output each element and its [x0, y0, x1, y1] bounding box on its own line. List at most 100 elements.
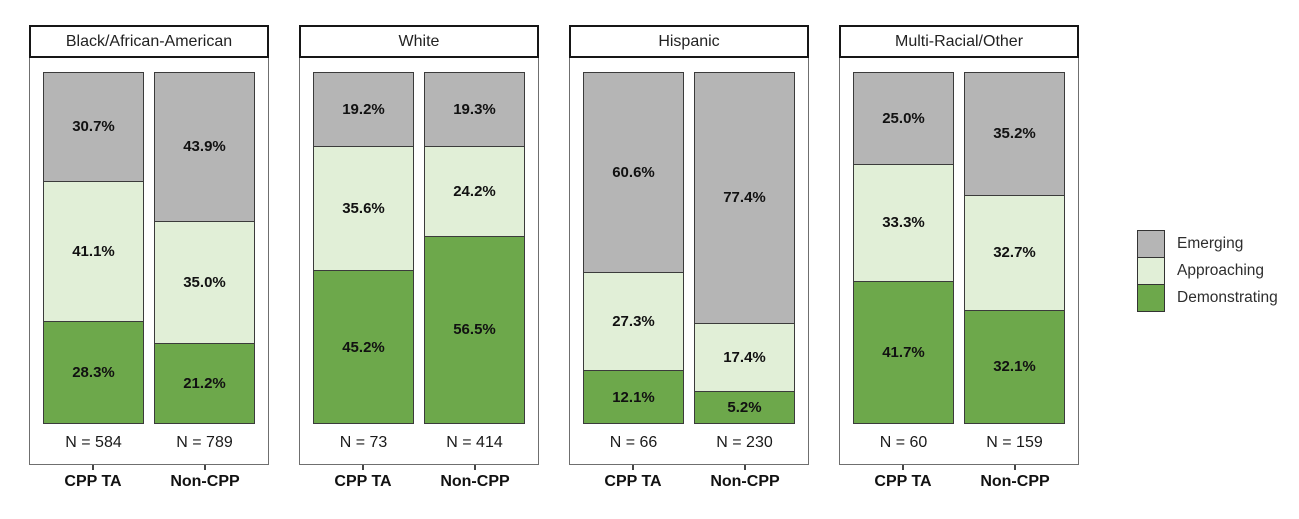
stacked-bar-non-cpp: 19.3% 24.2% 56.5% — [424, 72, 525, 424]
segment-value-label: 41.7% — [882, 343, 925, 361]
stacked-bar-non-cpp: 35.2% 32.7% 32.1% — [964, 72, 1065, 424]
facet-black-african-american: Black/African-American 30.7% 41.1% 28.3%… — [29, 25, 269, 491]
axis-label: CPP TA — [64, 473, 122, 490]
sample-size-label: N = 414 — [446, 434, 503, 451]
segment-emerging: 19.2% — [314, 73, 413, 147]
axis-label: CPP TA — [334, 473, 392, 490]
segment-value-label: 32.7% — [993, 244, 1036, 262]
segment-value-label: 35.6% — [342, 200, 385, 218]
axis-group-non-cpp: Non-CPP — [424, 465, 526, 491]
stacked-bar-cpp-ta: 19.2% 35.6% 45.2% — [313, 72, 414, 424]
legend: Emerging Approaching Demonstrating — [1137, 230, 1278, 312]
legend-item-emerging: Emerging — [1137, 230, 1278, 258]
segment-value-label: 19.2% — [342, 101, 385, 119]
legend-swatch-demonstrating — [1137, 284, 1165, 312]
axis-group-non-cpp: Non-CPP — [154, 465, 256, 491]
x-axis: CPP TA Non-CPP — [569, 465, 809, 491]
segment-emerging: 35.2% — [965, 73, 1064, 195]
axis-tick — [1014, 465, 1016, 470]
axis-group-cpp-ta: CPP TA — [312, 465, 414, 491]
axis-tick — [744, 465, 746, 470]
segment-demonstrating: 28.3% — [44, 321, 143, 423]
segment-value-label: 25.0% — [882, 109, 925, 127]
chart-row: Black/African-American 30.7% 41.1% 28.3%… — [29, 25, 1278, 491]
stacked-bar-non-cpp: 43.9% 35.0% 21.2% — [154, 72, 255, 424]
stacked-bar-non-cpp: 77.4% 17.4% 5.2% — [694, 72, 795, 424]
legend-label: Emerging — [1177, 235, 1244, 252]
segment-value-label: 45.2% — [342, 338, 385, 356]
bars-area: 25.0% 33.3% 41.7% 35.2% 32.7% 32.1% — [853, 72, 1065, 424]
segment-value-label: 43.9% — [183, 138, 226, 156]
axis-group-non-cpp: Non-CPP — [964, 465, 1066, 491]
segment-value-label: 17.4% — [723, 348, 766, 366]
axis-tick — [92, 465, 94, 470]
sample-size-row: N = 60 N = 159 — [853, 424, 1065, 462]
sample-size-label: N = 60 — [879, 434, 928, 451]
facet-title: Hispanic — [569, 25, 809, 58]
segment-approaching: 32.7% — [965, 194, 1064, 310]
segment-value-label: 77.4% — [723, 189, 766, 207]
segment-approaching: 17.4% — [695, 322, 794, 392]
segment-value-label: 41.1% — [72, 243, 115, 261]
sample-size-label: N = 159 — [986, 434, 1043, 451]
axis-label: CPP TA — [874, 473, 932, 490]
facet-panel: 60.6% 27.3% 12.1% 77.4% 17.4% 5.2% — [569, 58, 809, 465]
facet-title: Black/African-American — [29, 25, 269, 58]
segment-value-label: 12.1% — [612, 388, 655, 406]
bars-area: 19.2% 35.6% 45.2% 19.3% 24.2% 56.5% — [313, 72, 525, 424]
axis-tick — [902, 465, 904, 470]
segment-demonstrating: 45.2% — [314, 270, 413, 423]
sample-size-row: N = 73 N = 414 — [313, 424, 525, 462]
facet-panel: 25.0% 33.3% 41.7% 35.2% 32.7% 32.1% — [839, 58, 1079, 465]
segment-value-label: 32.1% — [993, 358, 1036, 376]
segment-demonstrating: 41.7% — [854, 280, 953, 423]
segment-emerging: 77.4% — [695, 73, 794, 323]
stacked-bar-cpp-ta: 60.6% 27.3% 12.1% — [583, 72, 684, 424]
segment-demonstrating: 12.1% — [584, 370, 683, 423]
axis-group-cpp-ta: CPP TA — [42, 465, 144, 491]
sample-size-label: N = 584 — [65, 434, 122, 451]
segment-value-label: 28.3% — [72, 364, 115, 382]
segment-approaching: 33.3% — [854, 163, 953, 281]
segment-value-label: 5.2% — [727, 399, 762, 417]
segment-value-label: 19.3% — [453, 101, 496, 119]
segment-value-label: 30.7% — [72, 118, 115, 136]
segment-approaching: 35.0% — [155, 220, 254, 343]
sample-size-label: N = 66 — [609, 434, 658, 451]
segment-value-label: 24.2% — [453, 183, 496, 201]
segment-value-label: 35.0% — [183, 273, 226, 291]
sample-size-row: N = 584 N = 789 — [43, 424, 255, 462]
segment-demonstrating: 21.2% — [155, 342, 254, 423]
axis-label: CPP TA — [604, 473, 662, 490]
segment-emerging: 19.3% — [425, 73, 524, 147]
legend-label: Demonstrating — [1177, 289, 1278, 306]
sample-size-label: N = 73 — [339, 434, 388, 451]
x-axis: CPP TA Non-CPP — [299, 465, 539, 491]
legend-swatch-emerging — [1137, 230, 1165, 258]
segment-value-label: 56.5% — [453, 321, 496, 339]
axis-group-cpp-ta: CPP TA — [582, 465, 684, 491]
axis-tick — [632, 465, 634, 470]
facet-title: White — [299, 25, 539, 58]
segment-approaching: 35.6% — [314, 146, 413, 271]
bars-area: 30.7% 41.1% 28.3% 43.9% 35.0% 21.2% — [43, 72, 255, 424]
x-axis: CPP TA Non-CPP — [839, 465, 1079, 491]
axis-label: Non-CPP — [710, 473, 780, 490]
segment-value-label: 60.6% — [612, 163, 655, 181]
axis-tick — [362, 465, 364, 470]
sample-size-row: N = 66 N = 230 — [583, 424, 795, 462]
axis-label: Non-CPP — [980, 473, 1050, 490]
segment-emerging: 25.0% — [854, 73, 953, 164]
sample-size-label: N = 230 — [716, 434, 773, 451]
legend-swatch-approaching — [1137, 257, 1165, 285]
segment-emerging: 60.6% — [584, 73, 683, 272]
axis-tick — [474, 465, 476, 470]
legend-item-approaching: Approaching — [1137, 257, 1278, 285]
segment-emerging: 43.9% — [155, 73, 254, 221]
facet-hispanic: Hispanic 60.6% 27.3% 12.1% 77.4% — [569, 25, 809, 491]
segment-value-label: 27.3% — [612, 312, 655, 330]
segment-approaching: 27.3% — [584, 271, 683, 371]
segment-value-label: 21.2% — [183, 374, 226, 392]
axis-group-cpp-ta: CPP TA — [852, 465, 954, 491]
